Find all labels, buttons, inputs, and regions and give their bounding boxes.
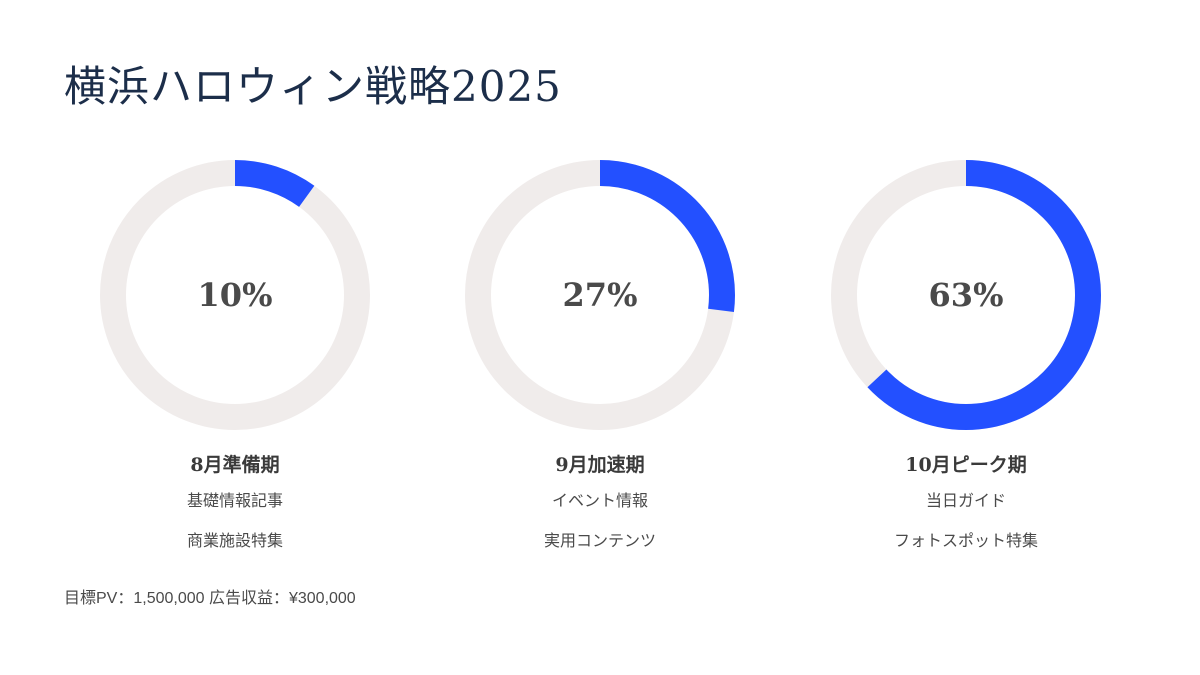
donut-progress-arc xyxy=(831,160,1101,430)
phase-item: イベント情報 xyxy=(551,493,648,510)
donut-progress-arc xyxy=(100,160,370,430)
phase-item: 当日ガイド xyxy=(925,493,1006,510)
phase-title: 8月準備期 xyxy=(190,454,280,476)
phase-october: 63% 10月ピーク期 当日ガイド フォトスポット特集 xyxy=(826,160,1106,554)
phase-item: 実用コンテンツ xyxy=(543,533,656,550)
phase-title: 9月加速期 xyxy=(555,454,645,476)
phase-item: 商業施設特集 xyxy=(186,533,283,550)
phase-item: フォトスポット特集 xyxy=(893,533,1038,550)
phase-august: 10% 8月準備期 基礎情報記事 商業施設特集 xyxy=(95,160,375,554)
donut-chart-october: 63% xyxy=(831,160,1101,430)
phase-item: 基礎情報記事 xyxy=(186,493,283,510)
donut-progress-arc xyxy=(465,160,735,430)
donut-chart-august: 10% xyxy=(100,160,370,430)
page-title: 横浜ハロウィン戦略2025 xyxy=(64,62,562,111)
donut-chart-september: 27% xyxy=(465,160,735,430)
target-metrics-note: 目標PV：1,500,000 広告収益：¥300,000 xyxy=(64,590,356,607)
phase-title: 10月ピーク期 xyxy=(905,454,1027,476)
donut-percent-label: 10% xyxy=(198,276,273,314)
donut-percent-label: 27% xyxy=(563,276,638,314)
donut-percent-label: 63% xyxy=(929,276,1004,314)
phase-september: 27% 9月加速期 イベント情報 実用コンテンツ xyxy=(460,160,740,554)
